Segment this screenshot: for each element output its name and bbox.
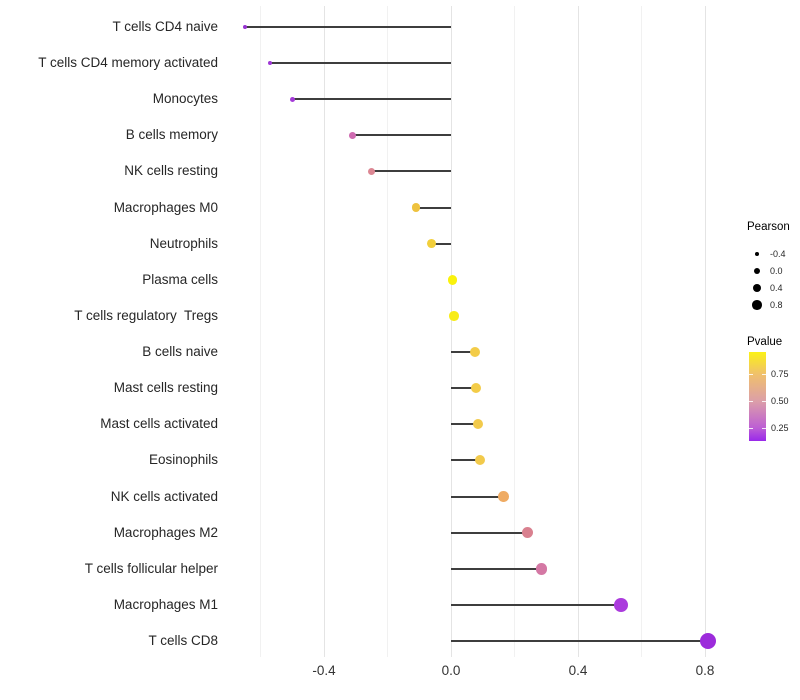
y-axis-label: Mast cells activated xyxy=(100,416,218,432)
y-axis-label: Macrophages M0 xyxy=(113,199,218,215)
y-axis-label: Neutrophils xyxy=(149,235,218,251)
lollipop-stem xyxy=(244,26,451,28)
y-axis-label: Plasma cells xyxy=(142,271,218,287)
gradient-label: 0.75 xyxy=(771,369,789,379)
lollipop-stem xyxy=(451,531,528,534)
y-axis-label: Eosinophils xyxy=(148,452,218,468)
x-tick-label: 0.4 xyxy=(568,663,588,678)
lollipop-dot xyxy=(471,383,482,394)
lollipop-stem xyxy=(416,206,451,209)
gradient-label: 0.50 xyxy=(771,396,789,406)
lollipop-dot xyxy=(349,131,356,139)
gradient-tick-left xyxy=(749,401,753,402)
x-tick-label: -0.4 xyxy=(312,663,336,678)
y-axis-label: NK cells resting xyxy=(124,163,218,179)
gridline-major xyxy=(704,6,706,657)
x-tick-label: 0.8 xyxy=(695,663,715,678)
y-axis-label: T cells regulatory Tregs xyxy=(74,307,218,323)
size-legend-label: 0.0 xyxy=(770,266,783,276)
lollipop-dot xyxy=(411,203,421,212)
lollipop-stem xyxy=(451,640,709,643)
lollipop-stem xyxy=(352,134,451,137)
pvalue-legend-title: Pvalue xyxy=(747,336,783,348)
gridline-minor xyxy=(641,6,642,657)
size-legend-dot xyxy=(753,284,761,292)
lollipop-stem xyxy=(451,351,475,354)
lollipop-stem xyxy=(431,242,451,245)
gradient-tick-right xyxy=(762,401,766,402)
lollipop-stem xyxy=(371,170,451,173)
gridline-minor xyxy=(387,6,388,657)
y-axis-label: T cells CD4 naive xyxy=(112,19,218,34)
lollipop-stem xyxy=(451,459,480,462)
gridline-minor xyxy=(260,6,261,657)
y-axis-label: T cells CD4 memory activated xyxy=(38,55,218,71)
lollipop-dot xyxy=(498,491,509,502)
y-axis-label: Monocytes xyxy=(152,91,218,107)
lollipop-dot xyxy=(447,275,458,285)
y-axis-label: Macrophages M2 xyxy=(113,524,218,540)
lollipop-dot xyxy=(427,239,437,249)
gradient-tick-left xyxy=(749,374,753,375)
y-axis-label: Macrophages M1 xyxy=(113,596,218,612)
y-axis-label: B cells naive xyxy=(142,344,218,360)
gridline-major xyxy=(323,6,325,657)
gradient-tick-right xyxy=(762,428,766,429)
y-axis-label: B cells memory xyxy=(125,127,218,143)
gradient-tick-left xyxy=(749,428,753,429)
lollipop-stem xyxy=(451,603,621,606)
lollipop-dot xyxy=(474,455,485,466)
lollipop-dot xyxy=(367,167,376,176)
gridline-minor xyxy=(514,6,515,657)
lollipop-dot xyxy=(700,633,717,650)
pvalue-gradient-bar xyxy=(749,352,766,441)
size-legend-dot xyxy=(754,251,760,257)
lollipop-stem xyxy=(292,98,451,101)
lollipop-dot xyxy=(267,60,273,66)
lollipop-stem xyxy=(451,387,477,390)
lollipop-dot xyxy=(472,419,484,430)
y-axis-label: T cells CD8 xyxy=(148,633,218,649)
y-axis-label: Mast cells resting xyxy=(113,380,218,396)
lollipop-stem xyxy=(451,495,504,498)
lollipop-dot xyxy=(469,347,480,358)
lollipop-stem xyxy=(451,423,478,426)
size-legend-label: 0.8 xyxy=(770,300,783,310)
y-axis-label: NK cells activated xyxy=(110,488,218,504)
lollipop-dot xyxy=(242,24,247,30)
size-legend-label: 0.4 xyxy=(770,283,783,293)
gridline-major xyxy=(450,6,452,657)
lollipop-dot xyxy=(521,526,533,539)
gradient-tick-right xyxy=(762,374,766,375)
size-legend-dot xyxy=(752,300,762,310)
lollipop-stem xyxy=(270,62,451,65)
lollipop-stem xyxy=(451,567,542,570)
y-axis-label: T cells follicular helper xyxy=(84,560,218,576)
lollipop-dot xyxy=(289,96,295,102)
lollipop-dot xyxy=(613,598,628,612)
gradient-label: 0.25 xyxy=(771,423,789,433)
size-legend-label: -0.4 xyxy=(770,249,786,259)
pearson-legend-title: Pearson xyxy=(747,221,790,233)
x-tick-label: 0.0 xyxy=(441,663,461,678)
lollipop-dot xyxy=(449,311,459,321)
lollipop-dot xyxy=(535,562,548,575)
gridline-major xyxy=(577,6,579,657)
size-legend-dot xyxy=(753,267,761,275)
